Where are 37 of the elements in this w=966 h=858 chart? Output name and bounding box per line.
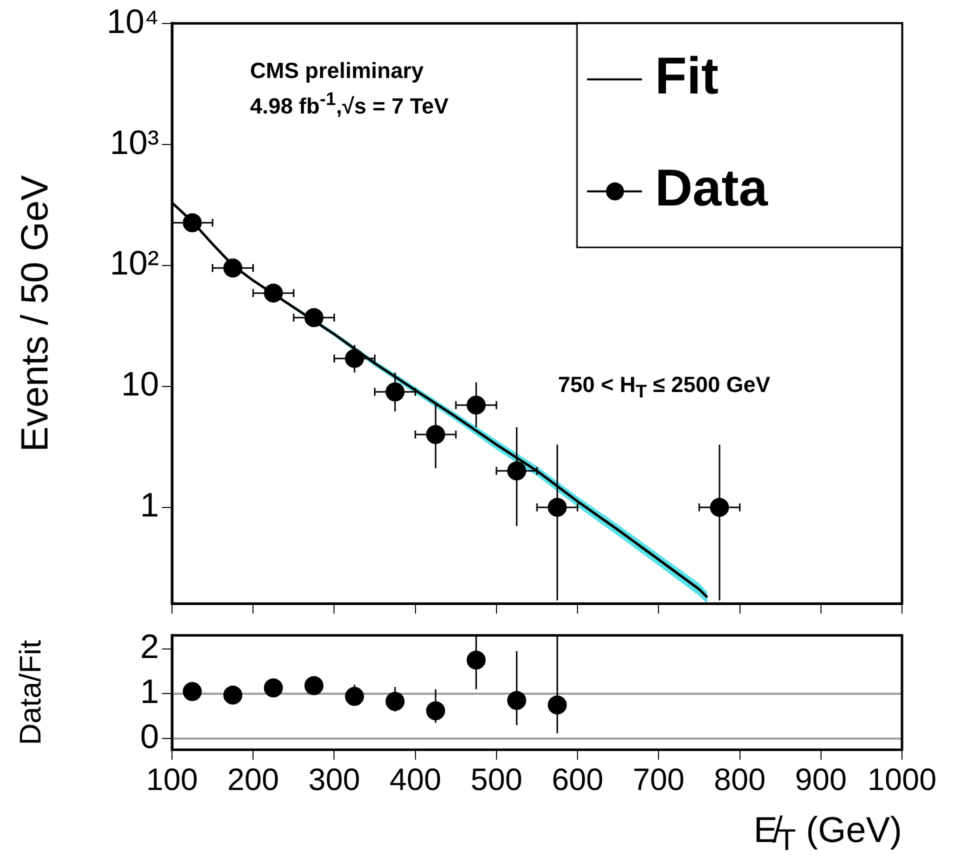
annotation: 4.98 fb$^{-1}$,√s = 7 TeV (250, 88, 449, 120)
y-tick-label: 2 (140, 628, 159, 666)
point (264, 678, 283, 698)
point (426, 701, 446, 720)
y-tick-label: 10³ (110, 124, 159, 162)
x-tick-label: 800 (714, 762, 766, 797)
x-tick-label: 300 (308, 762, 360, 797)
point (386, 692, 405, 711)
x-tick-label: 500 (470, 762, 522, 797)
x-tick-label: 400 (389, 762, 442, 797)
point (507, 690, 526, 710)
y-tick-label: 1 (140, 486, 159, 525)
point (466, 650, 486, 670)
y-tick-label: 10⁴ (106, 2, 159, 41)
x-tick-label: 600 (552, 762, 604, 797)
y-tick-label: 1 (140, 673, 159, 712)
point (223, 686, 242, 705)
y-tick-label: 10² (110, 244, 159, 283)
point (345, 686, 364, 706)
point (223, 258, 242, 278)
x-tick-label: 200 (227, 762, 279, 797)
x-tick-label: 900 (795, 762, 847, 797)
x-tick-label: 700 (632, 762, 685, 797)
point (182, 682, 202, 701)
y-axis-title: Events / 50 GeV (14, 174, 56, 452)
legend-label: Data (655, 160, 769, 218)
annotation: 750 < H$_{T}$ ≤ 2500 GeV (558, 372, 770, 402)
x-axis-title: E̸$_{T}$ (GeV) (754, 809, 902, 858)
annotation: CMS preliminary (250, 58, 424, 84)
legend-label: Fit (655, 48, 719, 106)
y-tick-label: 0 (140, 718, 159, 756)
point (304, 676, 324, 696)
x-tick-label: 1000 (868, 762, 936, 797)
y-tick-label: 10 (121, 366, 159, 404)
x-tick-label: 100 (146, 762, 198, 797)
point (548, 695, 567, 714)
y-axis-title: Data/Fit (14, 639, 48, 746)
